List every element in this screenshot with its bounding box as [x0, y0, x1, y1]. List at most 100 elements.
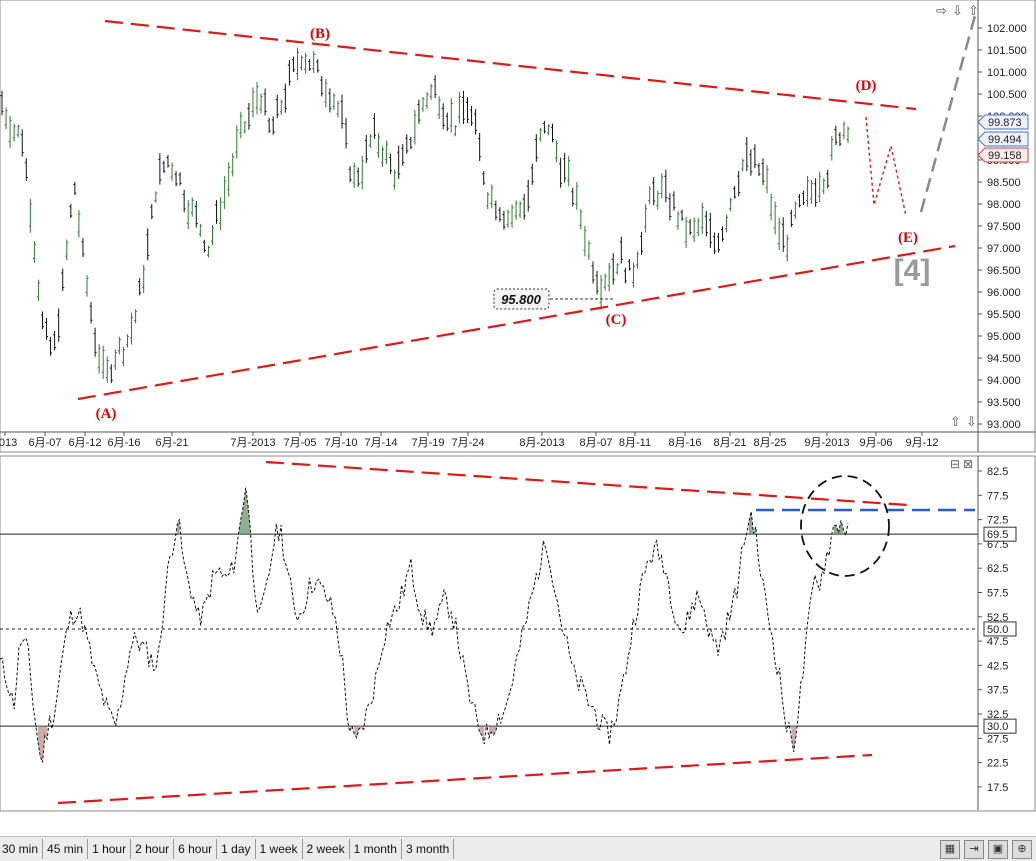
- osc-lower-trendline: [57, 753, 873, 805]
- price-tick-label: 96.000: [987, 287, 1021, 299]
- osc-tick-label: 67.5: [987, 539, 1008, 551]
- osc-tick-label: 57.5: [987, 588, 1008, 600]
- date-tick-label: 8月-25: [753, 437, 786, 449]
- oversold-fill: [354, 726, 364, 738]
- osc-upper-trendline: [265, 460, 909, 507]
- date-tick-label: 8月-21: [713, 437, 746, 449]
- price-tag-text: 99.158: [988, 150, 1022, 162]
- date-tick-label: 8月-11: [619, 437, 651, 449]
- lower-trendline: [77, 244, 956, 401]
- level-tag: [983, 718, 1017, 734]
- timeframe-1-hour-button[interactable]: 1 hour: [88, 839, 132, 859]
- date-tick-label: 7月-14: [364, 437, 397, 449]
- wave-label: (A): [96, 406, 117, 422]
- date-tick-label: 9月-2013: [804, 437, 849, 449]
- projected-wave-path: [865, 116, 907, 217]
- osc-tick-label: 62.5: [987, 563, 1008, 575]
- date-tick-label: 7月-24: [451, 437, 484, 449]
- date-tick-label: 9月-06: [859, 437, 892, 449]
- overbought-fill: [177, 519, 180, 535]
- osc-tick-label: 82.5: [987, 466, 1008, 478]
- scroll-down-icon: ⇩: [966, 414, 977, 429]
- price-panel: 102.000101.500101.000100.500100.00099.50…: [0, 0, 1036, 453]
- chart-canvas: 102.000101.500101.000100.500100.00099.50…: [0, 0, 1036, 812]
- price-tag-text: 99.873: [988, 117, 1022, 129]
- wave-label: (B): [310, 26, 330, 42]
- osc-tick-label: 37.5: [987, 685, 1008, 697]
- right-arrow-icon: ⇨: [936, 3, 947, 18]
- price-tick-label: 101.000: [987, 67, 1027, 79]
- timeframe-1-day-button[interactable]: 1 day: [217, 839, 256, 859]
- osc-tick-label: 27.5: [987, 733, 1008, 745]
- overbought-fill: [238, 487, 251, 535]
- date-tick-label: 2013: [0, 437, 17, 449]
- toolbar-icon-group: ▦ ⇥ ▣ ⊕: [940, 840, 1032, 859]
- price-tick-label: 101.500: [987, 45, 1027, 57]
- price-tag: [977, 114, 1029, 130]
- date-tick-label: 7月-19: [411, 437, 444, 449]
- oscillator-line: [0, 487, 849, 763]
- price-tick-label: 100.500: [987, 89, 1027, 101]
- price-tick-label: 93.500: [987, 397, 1021, 409]
- scroll-end-icon[interactable]: ⇥: [964, 840, 984, 859]
- timeframe-1-week-button[interactable]: 1 week: [256, 839, 303, 859]
- callout-text: 95.800: [501, 292, 542, 307]
- date-tick-label: 6月-16: [107, 437, 140, 449]
- level-tag-text: 50.0: [987, 624, 1008, 636]
- wave-label: (D): [856, 78, 877, 94]
- date-tick-label: 7月-05: [283, 437, 316, 449]
- date-tick-label: 7月-10: [324, 437, 357, 449]
- osc-tick-label: 22.5: [987, 758, 1008, 770]
- oversold-fill: [488, 726, 497, 738]
- wave-label: (C): [606, 312, 627, 328]
- timeframe-2-week-button[interactable]: 2 week: [303, 839, 350, 859]
- timeframe-2-hour-button[interactable]: 2 hour: [131, 839, 175, 859]
- price-tag: [977, 147, 1029, 163]
- date-tick-label: 7月-2013: [230, 437, 275, 449]
- date-tick-label: 9月-12: [905, 437, 938, 449]
- osc-tick-label: 77.5: [987, 490, 1008, 502]
- timeframe-30-min-button[interactable]: 30 min: [0, 839, 44, 859]
- price-tick-label: 97.000: [987, 243, 1021, 255]
- timeframe-45-min-button[interactable]: 45 min: [43, 839, 89, 859]
- osc-tick-label: 42.5: [987, 660, 1008, 672]
- price-tick-label: 97.500: [987, 221, 1021, 233]
- price-tick-label: 95.000: [987, 331, 1021, 343]
- panel-minimize-icon: ⊟: [950, 457, 960, 471]
- date-tick-label: 6月-12: [68, 437, 101, 449]
- date-tick-label: 8月-07: [579, 437, 612, 449]
- price-tick-label: 102.000: [987, 23, 1027, 35]
- level-tag: [983, 526, 1017, 542]
- projected-breakout-line: [919, 11, 978, 213]
- date-tick-label: 8月-2013: [519, 437, 564, 449]
- price-tag-text: 99.494: [988, 134, 1022, 146]
- callout-box: [493, 288, 550, 310]
- osc-tick-label: 72.5: [987, 515, 1008, 527]
- level-tag-text: 30.0: [987, 721, 1008, 733]
- osc-tick-label: 47.5: [987, 636, 1008, 648]
- osc-tick-label: 17.5: [987, 782, 1008, 794]
- oscillator-panel: 82.5 77.5 72.5 67.5 62.5 57.5 52.5 47.5 42.5 37.5…: [0, 455, 1036, 812]
- osc-tick-label: 32.5: [987, 709, 1008, 721]
- level-tag-text: 69.5: [987, 529, 1008, 541]
- price-tick-label: 94.500: [987, 353, 1021, 365]
- calendar-icon[interactable]: ▣: [988, 840, 1008, 859]
- wave-label: (E): [898, 230, 918, 246]
- scroll-up-icon: ⇧: [950, 414, 961, 429]
- timeframe-1-month-button[interactable]: 1 month: [350, 839, 402, 859]
- timeframe-3-month-button[interactable]: 3 month: [402, 839, 455, 859]
- timeframe-toolbar: 30 min 45 min 1 hour 2 hour 6 hour 1 day…: [0, 836, 1036, 861]
- price-tick-label: 98.500: [987, 177, 1021, 189]
- ohlc-series: [0, 47, 850, 384]
- price-tag: [977, 131, 1029, 147]
- date-tick-label: 6月-21: [155, 437, 188, 449]
- price-tick-label: 94.000: [987, 375, 1021, 387]
- osc-tick-label: 52.5: [987, 612, 1008, 624]
- zoom-icon[interactable]: ⊕: [1012, 840, 1032, 859]
- oscillator-frame: [0, 455, 1036, 812]
- chart-nav-arrows[interactable]: ⇨ ⇩ ⇧: [936, 3, 979, 18]
- price-tick-label: 96.500: [987, 265, 1021, 277]
- layers-icon[interactable]: ▦: [940, 840, 960, 859]
- down-arrow-icon: ⇩: [952, 3, 963, 18]
- timeframe-6-hour-button[interactable]: 6 hour: [174, 839, 218, 859]
